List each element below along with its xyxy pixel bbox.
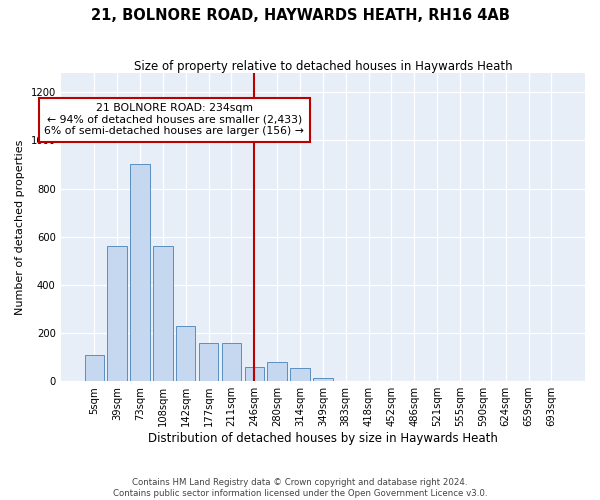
Bar xyxy=(107,246,127,381)
Bar xyxy=(176,326,196,381)
Bar xyxy=(245,367,264,381)
Y-axis label: Number of detached properties: Number of detached properties xyxy=(15,140,25,315)
X-axis label: Distribution of detached houses by size in Haywards Heath: Distribution of detached houses by size … xyxy=(148,432,498,445)
Bar xyxy=(85,354,104,381)
Bar xyxy=(153,246,173,381)
Bar xyxy=(268,362,287,381)
Bar xyxy=(313,378,332,381)
Text: 21 BOLNORE ROAD: 234sqm
← 94% of detached houses are smaller (2,433)
6% of semi-: 21 BOLNORE ROAD: 234sqm ← 94% of detache… xyxy=(44,103,304,136)
Bar xyxy=(130,164,149,381)
Title: Size of property relative to detached houses in Haywards Heath: Size of property relative to detached ho… xyxy=(134,60,512,73)
Bar xyxy=(290,368,310,381)
Bar xyxy=(199,342,218,381)
Text: Contains HM Land Registry data © Crown copyright and database right 2024.
Contai: Contains HM Land Registry data © Crown c… xyxy=(113,478,487,498)
Text: 21, BOLNORE ROAD, HAYWARDS HEATH, RH16 4AB: 21, BOLNORE ROAD, HAYWARDS HEATH, RH16 4… xyxy=(91,8,509,22)
Bar xyxy=(221,342,241,381)
